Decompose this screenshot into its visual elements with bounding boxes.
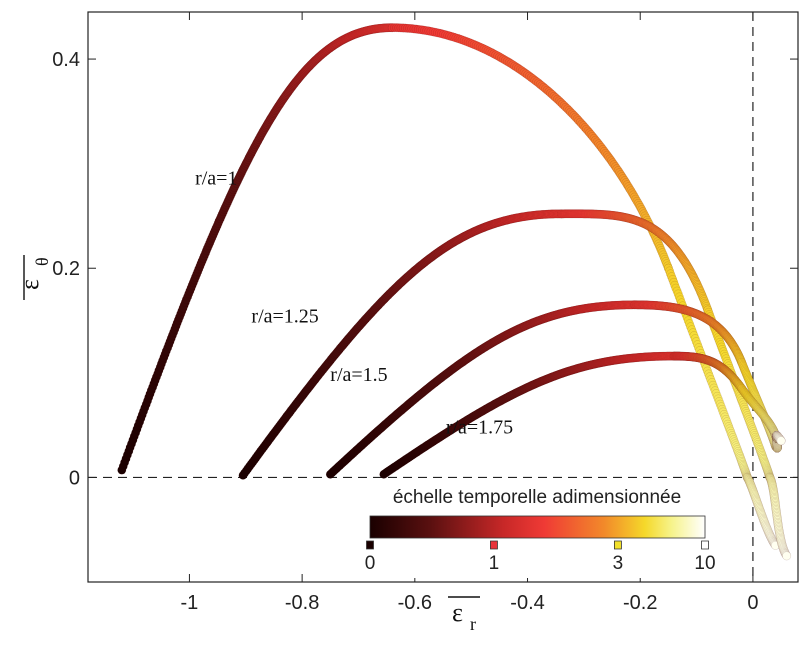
curve-marker [776, 436, 786, 446]
y-axis-title: ε θ [15, 255, 52, 300]
x-tick-label: -0.2 [623, 592, 657, 614]
y-tick-label: 0 [69, 467, 80, 489]
colorbar-ticks: 0 1 3 10 [365, 540, 716, 574]
series-curve [117, 23, 780, 550]
y-tick-label: 0.2 [52, 258, 80, 280]
colorbar-tick-label: 1 [489, 553, 500, 574]
x-tick-label: -1 [181, 592, 199, 614]
curve-marker [782, 551, 792, 561]
x-tick-label: -0.4 [510, 592, 544, 614]
colorbar-gradient [369, 515, 706, 539]
curve-label: r/a=1.25 [251, 306, 318, 328]
x-axis-title: ε r [448, 596, 480, 634]
colorbar-tick-label: 3 [613, 553, 624, 574]
y-axis-symbol: ε [15, 279, 44, 290]
x-tick-label: -0.6 [398, 592, 432, 614]
x-tick-label: 0 [747, 592, 758, 614]
series-curve [238, 209, 792, 561]
x-axis-subscript: r [470, 614, 476, 634]
colorbar-tick-marker [366, 540, 374, 550]
colorbar: échelle temporelle adimensionnée 0 1 3 10 [350, 480, 720, 578]
series-curve [325, 300, 786, 479]
y-axis-subscript: θ [32, 257, 52, 266]
x-tick-label: -0.8 [285, 592, 319, 614]
colorbar-title: échelle temporelle adimensionnée [393, 487, 681, 508]
colorbar-tick-label: 10 [694, 553, 715, 574]
colorbar-tick-marker [701, 540, 709, 550]
curve-label: r/a=1.75 [446, 416, 513, 438]
colorbar-tick-label: 0 [365, 553, 376, 574]
colorbar-tick-marker [490, 540, 498, 550]
colorbar-tick-marker [614, 540, 622, 550]
x-axis-symbol: ε [452, 598, 463, 627]
curve-label: r/a=1 [195, 168, 237, 190]
axis-ticks: -1 -0.8 -0.6 -0.4 -0.2 0 0 0.2 0.4 [52, 12, 798, 614]
y-tick-label: 0.4 [52, 49, 80, 71]
data-curves [117, 23, 792, 561]
series-curve [379, 351, 786, 479]
curve-label: r/a=1.5 [330, 364, 387, 386]
curve-labels: r/a=1 r/a=1.25 r/a=1.5 r/a=1.75 [195, 168, 513, 439]
reference-lines [88, 12, 798, 582]
